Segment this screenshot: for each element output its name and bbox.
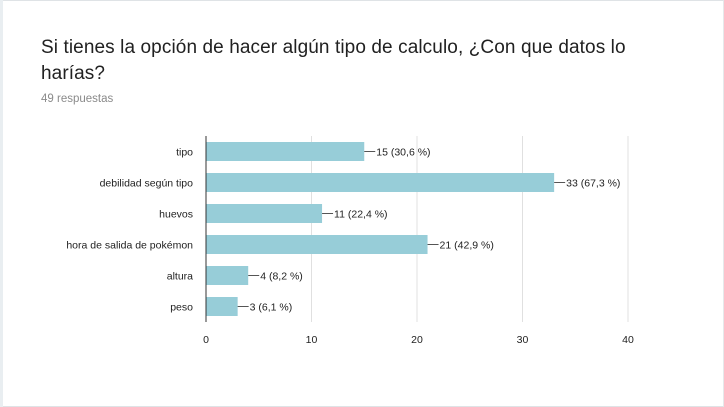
bar-2	[206, 204, 323, 223]
bar-4	[206, 266, 249, 285]
category-label-0: tipo	[176, 147, 193, 159]
bar-1	[206, 173, 555, 192]
x-tick-label-30: 30	[517, 334, 529, 346]
category-label-4: altura	[167, 271, 193, 283]
card-edge	[0, 0, 3, 407]
response-count: 49 respuestas	[41, 93, 114, 105]
category-label-5: peso	[170, 302, 193, 314]
data-label-1: 33 (67,3 %)	[566, 178, 620, 190]
x-tick-label-0: 0	[203, 334, 209, 346]
data-label-2: 11 (22,4 %)	[334, 209, 388, 221]
x-tick-label-10: 10	[306, 334, 318, 346]
bar-5	[206, 297, 238, 316]
bar-3	[206, 235, 428, 254]
data-label-5: 3 (6,1 %)	[250, 302, 293, 314]
data-label-4: 4 (8,2 %)	[260, 271, 303, 283]
question-title: Si tienes la opción de hacer algún tipo …	[41, 37, 626, 84]
x-tick-label-40: 40	[622, 334, 634, 346]
category-label-3: hora de salida de pokémon	[66, 240, 193, 252]
data-label-3: 21 (42,9 %)	[440, 240, 494, 252]
x-tick-label-20: 20	[411, 334, 423, 346]
bar-0	[206, 142, 365, 161]
data-label-0: 15 (30,6 %)	[376, 147, 430, 159]
category-label-1: debilidad según tipo	[100, 178, 194, 190]
category-label-2: huevos	[159, 209, 193, 221]
